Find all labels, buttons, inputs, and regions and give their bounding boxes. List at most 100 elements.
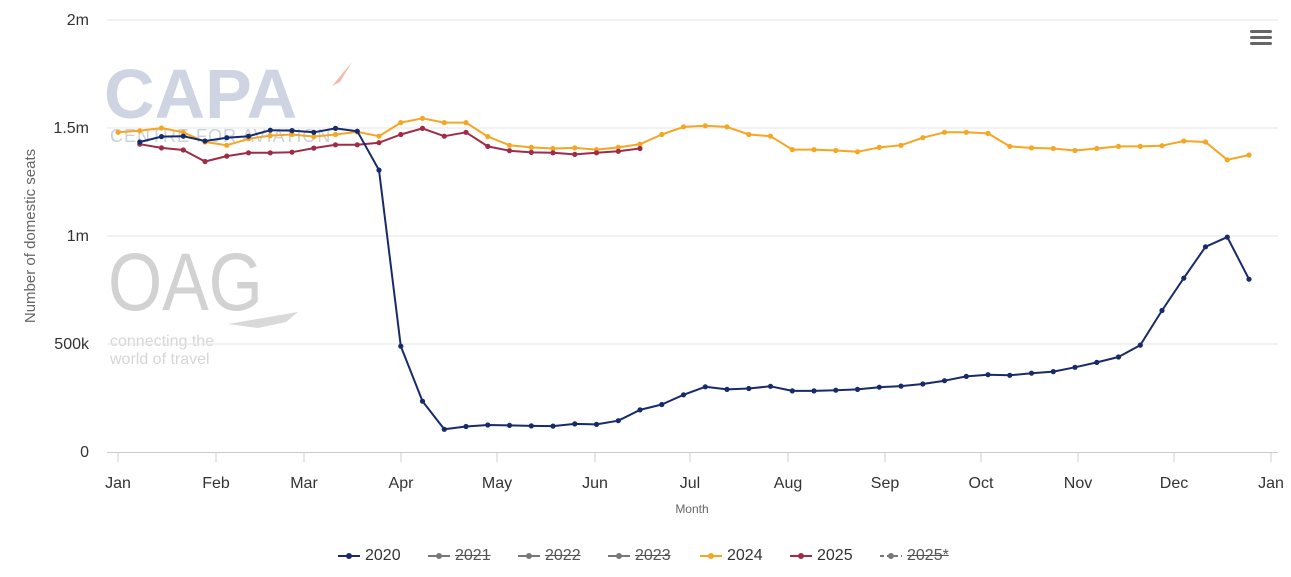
data-point bbox=[202, 158, 208, 165]
data-point bbox=[506, 422, 513, 428]
data-point bbox=[224, 135, 230, 141]
data-point bbox=[267, 133, 273, 139]
data-point bbox=[1028, 145, 1035, 151]
data-point bbox=[941, 129, 948, 135]
data-point bbox=[354, 128, 360, 134]
data-point bbox=[1224, 234, 1230, 240]
legend-item-2024[interactable]: 2024 bbox=[700, 543, 763, 569]
y-axis-ticks: 0 500k 1m 1.5m 2m bbox=[53, 12, 90, 461]
data-point bbox=[419, 125, 426, 131]
x-tick-label: Jun bbox=[582, 475, 608, 492]
data-point bbox=[332, 131, 339, 138]
x-tick-label: Jan bbox=[105, 475, 131, 492]
data-point bbox=[615, 148, 621, 154]
data-point bbox=[1246, 276, 1252, 282]
data-point bbox=[550, 423, 556, 429]
data-point bbox=[485, 143, 491, 149]
data-point bbox=[463, 423, 469, 430]
svg-text:CAPA: CAPA bbox=[104, 58, 297, 133]
data-point bbox=[876, 144, 882, 150]
data-point bbox=[920, 135, 926, 141]
legend-item-2021[interactable]: 2021 bbox=[428, 543, 491, 569]
data-point bbox=[1007, 372, 1013, 378]
data-point bbox=[724, 124, 730, 130]
x-tick-label: Dec bbox=[1160, 475, 1188, 492]
x-tick-label: Feb bbox=[202, 475, 230, 492]
data-point bbox=[615, 418, 621, 424]
data-point bbox=[746, 385, 752, 392]
x-tick-label: Nov bbox=[1064, 475, 1092, 492]
data-point bbox=[485, 422, 491, 428]
legend-symbol bbox=[608, 550, 630, 562]
legend-item-2022[interactable]: 2022 bbox=[518, 543, 581, 569]
data-point bbox=[833, 147, 839, 154]
data-point bbox=[572, 421, 578, 427]
grid-lines bbox=[107, 19, 1278, 345]
data-point bbox=[941, 378, 948, 384]
data-point bbox=[332, 125, 339, 131]
data-point bbox=[767, 133, 774, 139]
svg-text:OAG: OAG bbox=[108, 237, 263, 329]
legend-item-2025[interactable]: 2025 bbox=[790, 543, 853, 569]
data-point bbox=[1050, 145, 1056, 152]
data-point bbox=[550, 150, 556, 156]
data-point bbox=[724, 386, 730, 392]
legend-label: 2021 bbox=[455, 547, 491, 564]
data-point bbox=[833, 387, 839, 393]
y-axis-title: Number of domestic seats bbox=[22, 149, 39, 323]
data-point bbox=[1028, 370, 1035, 376]
data-point bbox=[398, 343, 404, 349]
data-point bbox=[572, 145, 578, 151]
data-point bbox=[1137, 342, 1143, 348]
data-point bbox=[245, 150, 252, 156]
series-2020 bbox=[137, 125, 1252, 432]
hamburger-menu-icon[interactable] bbox=[1247, 27, 1275, 51]
data-point bbox=[1007, 143, 1013, 149]
x-tick-label: Mar bbox=[290, 475, 318, 492]
series-2025 bbox=[137, 125, 643, 165]
data-point bbox=[767, 383, 774, 389]
svg-text:connecting the: connecting the bbox=[110, 333, 214, 350]
y-tick-label: 1.5m bbox=[53, 120, 89, 137]
data-point bbox=[506, 148, 513, 154]
legend-item-2023[interactable]: 2023 bbox=[608, 543, 671, 569]
capa-watermark-logo: CAPA CENTRE FOR AVIATION bbox=[104, 55, 364, 153]
data-point bbox=[811, 388, 817, 394]
legend-label: 2025* bbox=[907, 547, 949, 564]
data-point bbox=[702, 123, 708, 129]
oag-watermark-logo: OAG connecting the world of travel bbox=[108, 232, 308, 377]
data-point bbox=[528, 149, 534, 155]
data-point bbox=[789, 388, 795, 394]
data-point bbox=[1246, 152, 1252, 158]
data-point bbox=[1094, 359, 1100, 365]
x-tick-label: Apr bbox=[389, 475, 415, 492]
y-tick-label: 1m bbox=[67, 228, 89, 245]
data-point bbox=[289, 149, 295, 155]
data-point bbox=[1181, 138, 1187, 144]
data-point bbox=[985, 130, 991, 136]
x-tick-label: Jul bbox=[680, 475, 700, 492]
data-point bbox=[702, 384, 708, 390]
x-axis-title: Month bbox=[675, 502, 708, 516]
data-point bbox=[441, 120, 447, 126]
svg-text:world of travel: world of travel bbox=[109, 351, 210, 368]
plot-area bbox=[115, 115, 1252, 432]
data-point bbox=[963, 129, 969, 135]
data-point bbox=[1159, 143, 1165, 149]
data-point bbox=[1072, 364, 1078, 370]
legend-symbol bbox=[428, 550, 450, 562]
legend-item-2025*[interactable]: 2025* bbox=[880, 543, 949, 569]
legend-item-2020[interactable]: 2020 bbox=[338, 543, 401, 569]
y-tick-label: 0 bbox=[80, 444, 89, 461]
data-point bbox=[180, 133, 186, 139]
series-line-2025 bbox=[139, 127, 641, 163]
data-point bbox=[572, 151, 578, 157]
data-point bbox=[593, 421, 600, 427]
data-point bbox=[463, 120, 469, 126]
data-point bbox=[158, 125, 165, 131]
data-point bbox=[224, 142, 230, 148]
data-point bbox=[1050, 369, 1056, 375]
data-point bbox=[1115, 354, 1122, 360]
series-line-2020 bbox=[139, 127, 1250, 431]
